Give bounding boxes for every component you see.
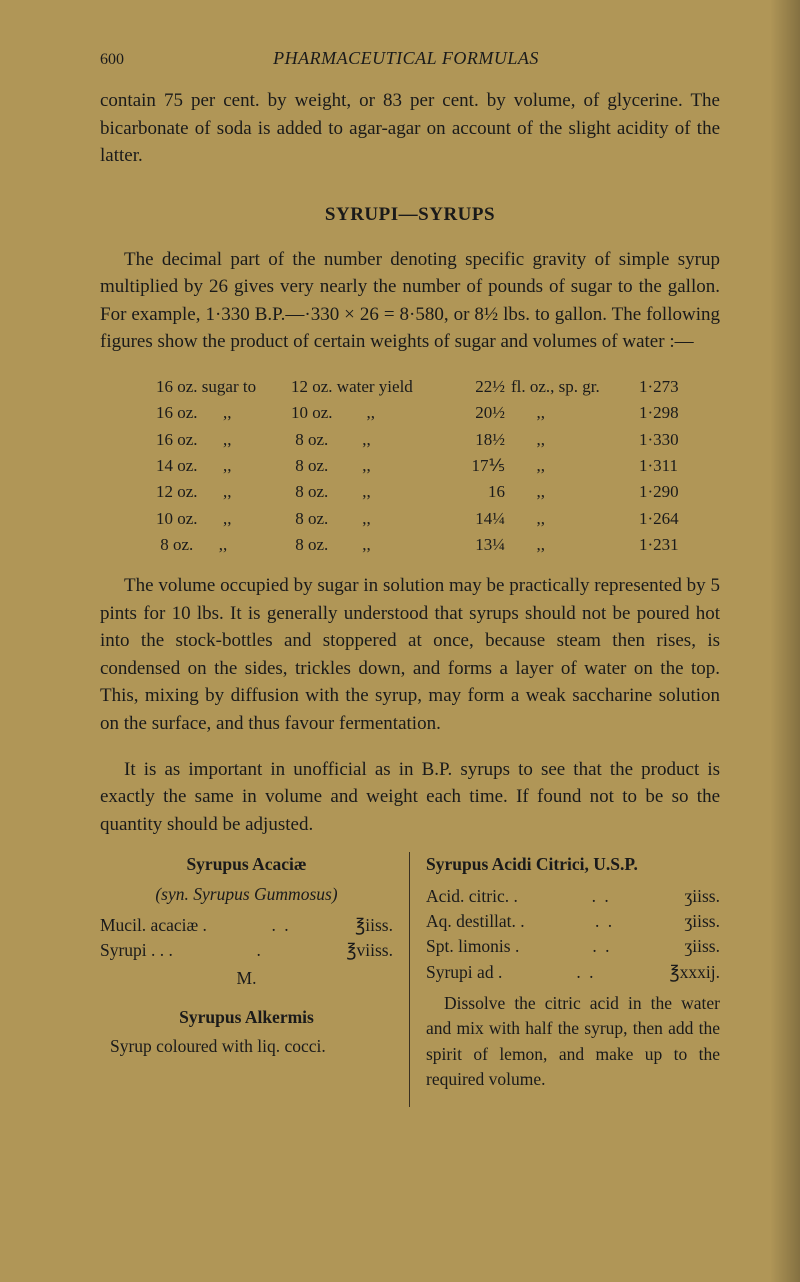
table-cell: 18½: [436, 427, 511, 453]
ingredient-qty: ℥iiss.: [355, 913, 393, 938]
table-cell: ,,: [511, 479, 639, 505]
table-cell: 12 oz. water yield: [291, 374, 436, 400]
formula-columns: Syrupus Acaciæ (syn. Syrupus Gummosus) M…: [100, 852, 720, 1106]
entry-citrici: Syrupus Acidi Citrici, U.S.P. Acid. citr…: [426, 852, 720, 1092]
right-column: Syrupus Acidi Citrici, U.S.P. Acid. citr…: [410, 852, 720, 1106]
entry-instruction: Syrup coloured with liq. cocci.: [100, 1034, 393, 1059]
paragraph-intro: contain 75 per cent. by weight, or 83 pe…: [100, 87, 720, 170]
ingredient-name: Syrupi . . .: [100, 938, 173, 963]
misce-mark: M.: [100, 966, 393, 991]
page-number: 600: [100, 51, 124, 69]
page-header: 600 PHARMACEUTICAL FORMULAS: [100, 48, 720, 69]
table-cell: 16 oz. ,,: [156, 427, 291, 453]
table-cell: 16 oz. sugar to: [156, 374, 291, 400]
ingredient-name: Syrupi ad .: [426, 960, 502, 985]
table-cell: 1·330: [639, 427, 694, 453]
table-cell: ,,: [511, 427, 639, 453]
table-cell: 12 oz. ,,: [156, 479, 291, 505]
section-heading: SYRUPI—SYRUPS: [100, 204, 720, 226]
table-cell: 1·273: [639, 374, 694, 400]
entry-title: Syrupus Acidi Citrici, U.S.P.: [426, 852, 720, 877]
table-row: 8 oz. ,, 8 oz. ,,13¼ ,,1·231: [156, 532, 720, 558]
table-cell: 8 oz. ,,: [291, 453, 436, 479]
table-cell: 8 oz. ,,: [291, 532, 436, 558]
table-row: 16 oz. ,, 8 oz. ,,18½ ,,1·330: [156, 427, 720, 453]
table-cell: 1·290: [639, 479, 694, 505]
table-cell: ,,: [511, 532, 639, 558]
table-cell: 22½: [436, 374, 511, 400]
table-cell: 16 oz. ,,: [156, 400, 291, 426]
entry-title: Syrupus Alkermis: [100, 1005, 393, 1030]
table-cell: fl. oz., sp. gr.: [511, 374, 639, 400]
entry-alkermis: Syrupus Alkermis Syrup coloured with liq…: [100, 1005, 393, 1060]
table-cell: 8 oz. ,,: [291, 479, 436, 505]
leader-dots: .: [173, 938, 346, 963]
ingredient-name: Spt. limonis .: [426, 934, 519, 959]
ingredient-row: Mucil. acaciæ . . . ℥iiss.: [100, 913, 393, 938]
entry-title: Syrupus Acaciæ: [100, 852, 393, 877]
leader-dots: . .: [525, 909, 685, 934]
left-column: Syrupus Acaciæ (syn. Syrupus Gummosus) M…: [100, 852, 410, 1106]
ingredient-qty: ʒiiss.: [685, 934, 721, 959]
table-cell: 8 oz. ,,: [156, 532, 291, 558]
table-cell: 20½: [436, 400, 511, 426]
table-cell: 10 oz. ,,: [156, 506, 291, 532]
running-title: PHARMACEUTICAL FORMULAS: [273, 48, 539, 69]
leader-dots: . .: [502, 960, 669, 985]
ingredient-name: Aq. destillat. .: [426, 909, 525, 934]
ingredient-row: Syrupi . . . . ℥viiss.: [100, 938, 393, 963]
ingredient-qty: ℥viiss.: [346, 938, 393, 963]
table-cell: 10 oz. ,,: [291, 400, 436, 426]
leader-dots: . .: [519, 934, 684, 959]
entry-acaciae: Syrupus Acaciæ (syn. Syrupus Gummosus) M…: [100, 852, 393, 991]
ingredient-row: Acid. citric. . . . ʒiiss.: [426, 884, 720, 909]
table-cell: 13¼: [436, 532, 511, 558]
ingredient-row: Spt. limonis . . . ʒiiss.: [426, 934, 720, 959]
table-cell: 1·231: [639, 532, 694, 558]
table-cell: 1·264: [639, 506, 694, 532]
table-row: 16 oz. sugar to12 oz. water yield22½fl. …: [156, 374, 720, 400]
table-row: 14 oz. ,, 8 oz. ,,17⅕ ,,1·311: [156, 453, 720, 479]
table-cell: 8 oz. ,,: [291, 506, 436, 532]
ingredient-qty: ʒiiss.: [685, 884, 721, 909]
sugar-water-table: 16 oz. sugar to12 oz. water yield22½fl. …: [156, 374, 720, 558]
synonym: (syn. Syrupus Gummosus): [155, 884, 337, 904]
paragraph-3: The volume occupied by sugar in solution…: [100, 572, 720, 737]
table-cell: ,,: [511, 400, 639, 426]
table-cell: 14¼: [436, 506, 511, 532]
table-cell: 17⅕: [436, 453, 511, 479]
leader-dots: . .: [207, 913, 355, 938]
table-cell: 16: [436, 479, 511, 505]
ingredient-row: Aq. destillat. . . . ʒiiss.: [426, 909, 720, 934]
ingredient-name: Mucil. acaciæ .: [100, 913, 207, 938]
ingredient-qty: ʒiiss.: [685, 909, 721, 934]
table-row: 10 oz. ,, 8 oz. ,,14¼ ,,1·264: [156, 506, 720, 532]
table-row: 16 oz. ,,10 oz. ,,20½ ,,1·298: [156, 400, 720, 426]
ingredient-row: Syrupi ad . . . ℥xxxij.: [426, 960, 720, 985]
entry-instruction: Dissolve the citric acid in the water an…: [426, 991, 720, 1093]
ingredient-qty: ℥xxxij.: [670, 960, 720, 985]
table-cell: 1·311: [639, 453, 694, 479]
paragraph-4: It is as important in unofficial as in B…: [100, 756, 720, 839]
paragraph-2: The decimal part of the number denoting …: [100, 246, 720, 356]
ingredient-name: Acid. citric. .: [426, 884, 518, 909]
table-cell: 1·298: [639, 400, 694, 426]
table-cell: 14 oz. ,,: [156, 453, 291, 479]
table-cell: ,,: [511, 506, 639, 532]
leader-dots: . .: [518, 884, 685, 909]
table-cell: ,,: [511, 453, 639, 479]
table-cell: 8 oz. ,,: [291, 427, 436, 453]
table-row: 12 oz. ,, 8 oz. ,,16 ,,1·290: [156, 479, 720, 505]
